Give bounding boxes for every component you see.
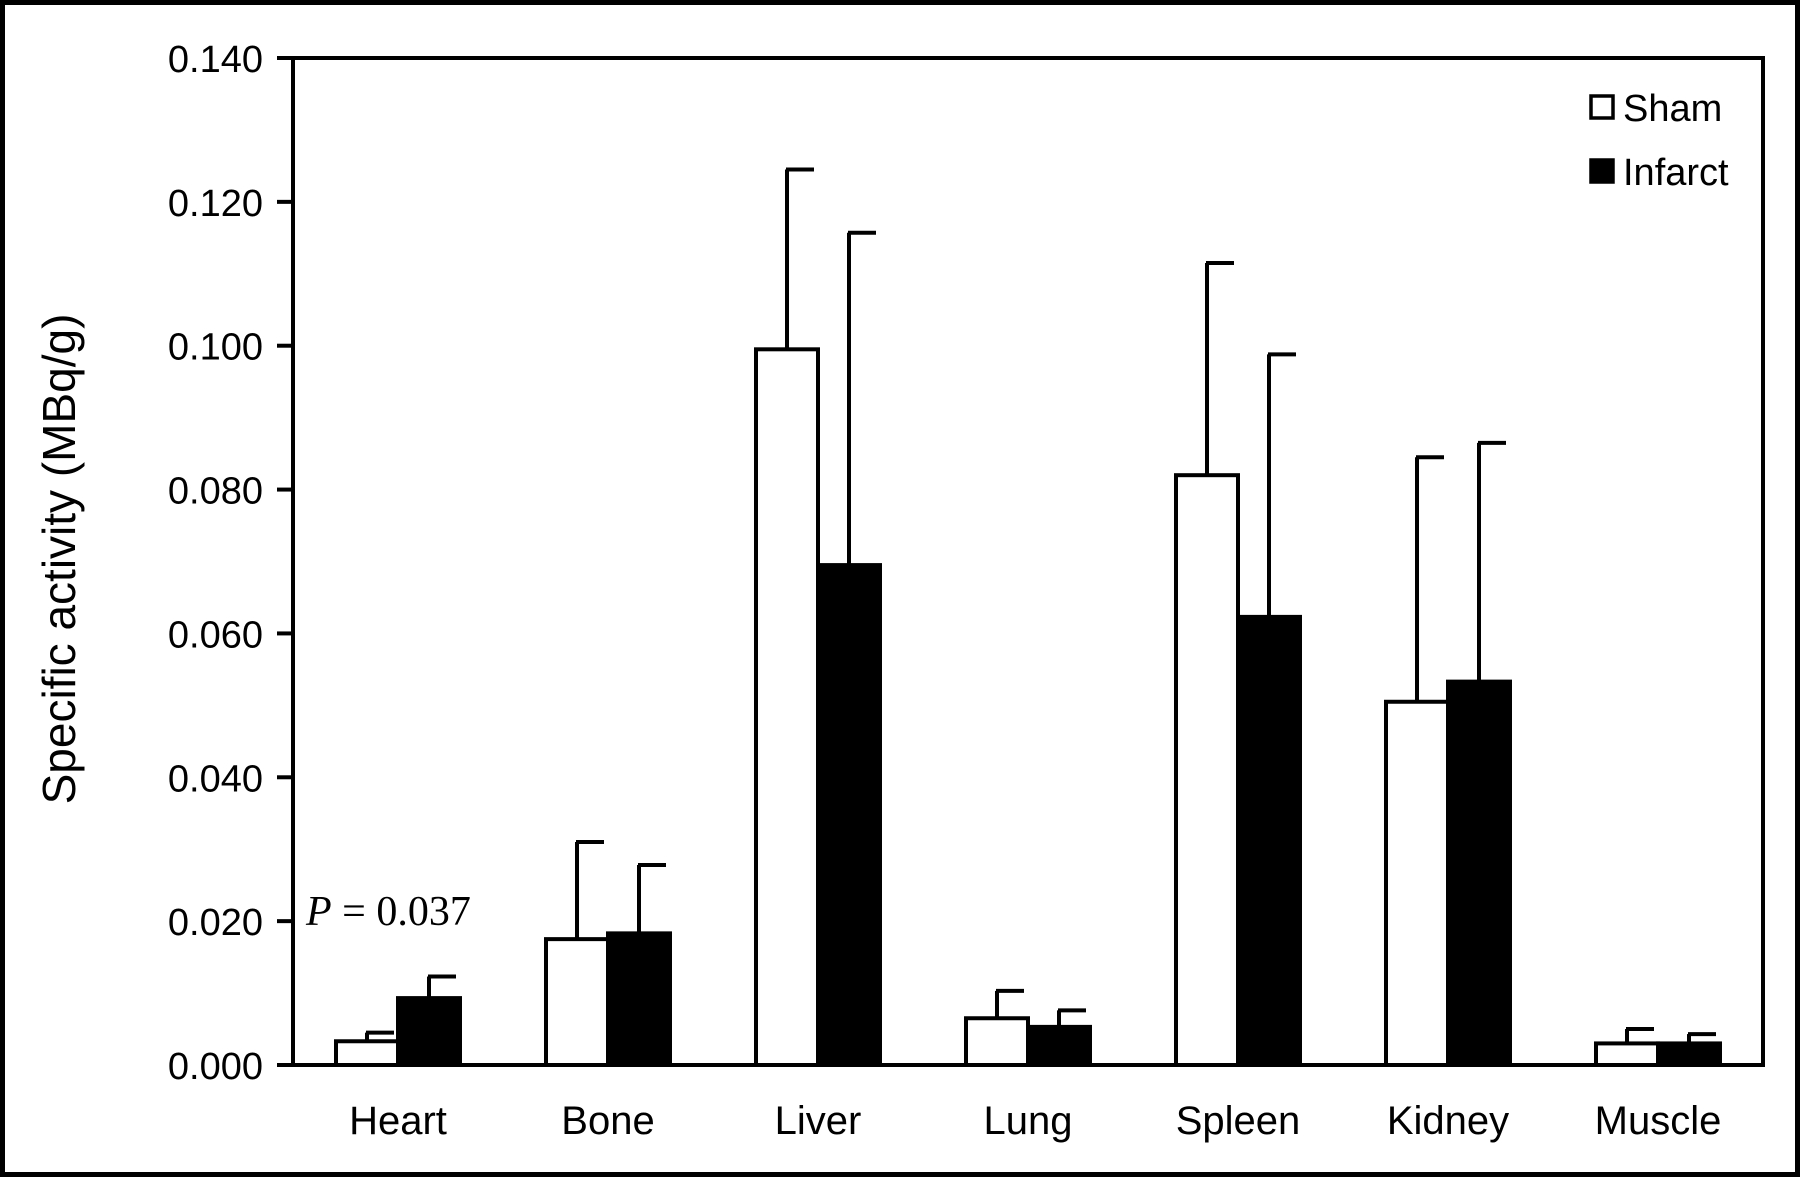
legend-label-sham: Sham [1623,88,1722,130]
axes [277,56,1765,1067]
p-value-symbol: P [305,889,332,935]
bar-infarct-bone [606,931,672,1068]
y-tick-label: 0.080 [168,471,263,513]
y-tick-label: 0.060 [168,614,263,656]
bar-infarct-muscle [1656,1041,1722,1067]
y-tick-label: 0.020 [168,902,263,944]
legend-swatch-sham [1589,94,1615,120]
bar-sham-kidney [1384,699,1450,1068]
bar-sham-lung [964,1016,1030,1067]
bar-sham-heart [334,1039,400,1067]
bar-infarct-lung [1026,1024,1092,1067]
bar-sham-bone [544,937,610,1067]
p-value-text: = 0.037 [332,889,471,935]
x-tick-label: Liver [775,1099,862,1143]
y-axis-label: Specific activity (MBq/g) [33,314,85,805]
bar-sham-muscle [1594,1041,1660,1067]
bar-infarct-liver [816,563,882,1067]
legend-swatch-infarct [1589,158,1615,184]
bars [334,167,1722,1068]
x-tick-label: Spleen [1176,1099,1301,1143]
bar-infarct-heart [396,996,462,1068]
legend: Sham Infarct [1589,88,1729,194]
y-tick-label: 0.100 [168,327,263,369]
bar-infarct-kidney [1446,679,1512,1067]
x-tick-label: Lung [984,1099,1073,1143]
x-tick-label: Kidney [1387,1099,1509,1143]
x-tick-label: Muscle [1595,1099,1722,1143]
bar-sham-liver [754,347,820,1067]
y-tick-label: 0.040 [168,758,263,800]
x-tick-label: Bone [561,1099,654,1143]
legend-label-infarct: Infarct [1623,152,1729,194]
bar-infarct-spleen [1236,614,1302,1067]
y-tick-label: 0.120 [168,183,263,225]
plot-area-border [291,56,1765,1067]
y-tick-label: 0.000 [168,1046,263,1088]
p-value-annotation: P = 0.037 [305,889,471,935]
x-tick-label: Heart [349,1099,447,1143]
labels: Specific activity (MBq/g) P = 0.037 0.00… [33,39,1721,1143]
y-tick-label: 0.140 [168,39,263,81]
bar-sham-spleen [1174,473,1240,1067]
